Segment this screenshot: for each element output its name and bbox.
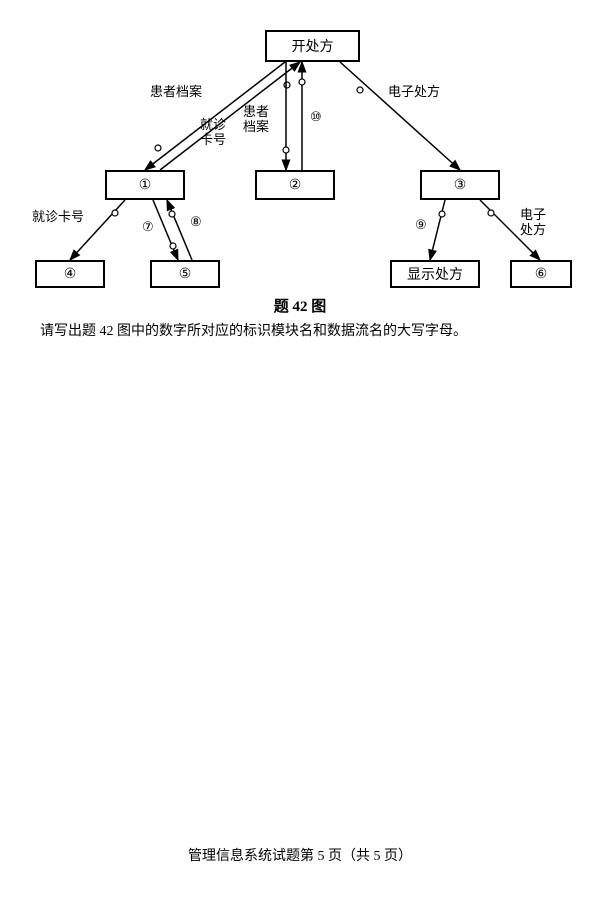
node-6: ⑥	[510, 260, 572, 288]
node-1: ①	[105, 170, 185, 200]
label-visit-card-2: 就诊卡号	[32, 210, 84, 225]
page-footer: 管理信息系统试题第 5 页（共 5 页）	[0, 845, 600, 865]
label-eprx-2: 电子 处方	[520, 208, 546, 238]
label-visit-card: 就诊 卡号	[200, 118, 226, 148]
node-root: 开处方	[265, 30, 360, 62]
label-eight: ⑧	[190, 215, 202, 230]
label-ten: ⑩	[310, 110, 322, 125]
diagram-container: 开处方 ① ② ③ ④ ⑤ 显示处方 ⑥ 患者档案 就诊 卡号 患者 档案 ⑩ …	[30, 30, 570, 300]
label-seven: ⑦	[142, 220, 154, 235]
node-2: ②	[255, 170, 335, 200]
instruction-text: 请写出题 42 图中的数字所对应的标识模块名和数据流名的大写字母。	[40, 320, 560, 340]
label-patient-file: 患者档案	[150, 85, 202, 100]
node-4: ④	[35, 260, 105, 288]
node-3: ③	[420, 170, 500, 200]
label-patient-file-2: 患者 档案	[243, 105, 269, 135]
diagram-edges	[30, 30, 570, 300]
node-display: 显示处方	[390, 260, 480, 288]
node-5: ⑤	[150, 260, 220, 288]
label-nine: ⑨	[415, 218, 427, 233]
label-eprx: 电子处方	[388, 85, 440, 100]
figure-caption: 题 42 图	[0, 295, 600, 316]
